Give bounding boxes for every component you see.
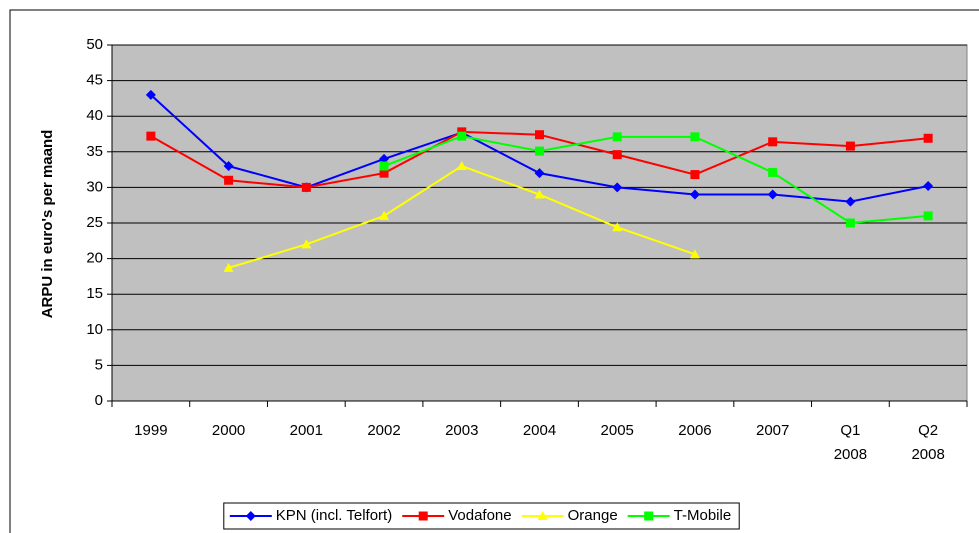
data-point xyxy=(767,189,778,200)
data-point xyxy=(535,130,544,140)
data-point xyxy=(456,161,467,171)
data-point xyxy=(845,218,855,228)
data-point xyxy=(845,196,856,207)
legend-marker xyxy=(418,511,428,521)
data-point xyxy=(145,89,156,100)
legend-item: Vodafone xyxy=(402,507,512,524)
data-point xyxy=(457,131,467,141)
legend-item: T-Mobile xyxy=(627,507,732,524)
data-point xyxy=(923,180,934,191)
data-point xyxy=(690,170,700,180)
legend-marker xyxy=(245,511,256,521)
series-line xyxy=(383,135,929,225)
data-point xyxy=(689,249,700,259)
x-tick-label: Q1 2008 xyxy=(833,422,868,463)
legend-label: T-Mobile xyxy=(674,507,732,524)
data-point xyxy=(612,222,623,232)
y-tick-label: 45 xyxy=(86,72,103,89)
data-point xyxy=(690,132,700,142)
y-tick-label: 5 xyxy=(95,356,103,373)
data-point xyxy=(534,168,545,179)
data-point xyxy=(379,168,389,178)
data-point xyxy=(379,153,390,164)
data-point xyxy=(612,150,622,160)
x-tick-label: 2003 xyxy=(445,422,479,439)
data-point xyxy=(301,182,311,192)
x-tick-label: 2004 xyxy=(522,422,557,439)
data-point xyxy=(223,262,234,272)
legend: KPN (incl. Telfort) Vodafone Orange T-Mobil… xyxy=(223,502,740,530)
data-point xyxy=(379,210,390,220)
x-tick-label: 2005 xyxy=(600,422,634,439)
data-point xyxy=(768,167,778,177)
x-tick-label: 2000 xyxy=(211,422,246,439)
data-point xyxy=(146,131,156,141)
x-tick-label: Q2 2008 xyxy=(911,422,945,463)
legend-label: Orange xyxy=(568,507,618,524)
x-tick-label: 1999 xyxy=(134,422,168,439)
legend-marker xyxy=(537,511,548,520)
x-tick-label: 2006 xyxy=(678,422,712,439)
legend-label: Vodafone xyxy=(448,507,511,524)
x-tick-label: 2007 xyxy=(755,422,790,439)
data-point xyxy=(379,161,389,171)
y-tick-label: 50 xyxy=(86,36,103,53)
x-tick-label: 2002 xyxy=(367,422,401,439)
y-tick-label: 10 xyxy=(86,321,103,338)
y-tick-label: 30 xyxy=(86,178,103,195)
y-axis-title: ARPU in euro's per maand xyxy=(39,130,56,319)
y-tick-label: 25 xyxy=(86,214,103,231)
data-point xyxy=(768,137,778,147)
data-point xyxy=(301,239,312,249)
y-tick-label: 35 xyxy=(86,143,103,160)
y-tick-label: 20 xyxy=(86,250,103,267)
data-point xyxy=(534,189,545,199)
data-point xyxy=(535,146,544,156)
legend-item: Orange xyxy=(521,507,618,524)
legend-label: KPN (incl. Telfort) xyxy=(276,507,392,524)
x-tick-label: 2001 xyxy=(289,422,323,439)
legend-item: KPN (incl. Telfort) xyxy=(229,507,392,524)
data-point xyxy=(223,161,234,172)
legend-marker xyxy=(644,511,654,521)
data-point xyxy=(612,132,622,142)
y-tick-label: 0 xyxy=(95,392,103,409)
data-point xyxy=(923,133,933,143)
data-point xyxy=(689,189,700,200)
data-point xyxy=(845,141,855,151)
data-point xyxy=(224,175,234,185)
y-tick-label: 15 xyxy=(86,285,103,302)
data-point xyxy=(612,182,623,193)
y-tick-label: 40 xyxy=(86,107,103,124)
data-point xyxy=(923,211,933,221)
